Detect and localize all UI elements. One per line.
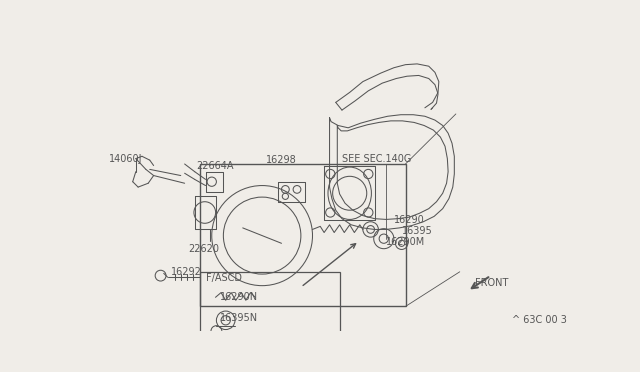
Text: 16292: 16292 [172, 267, 202, 277]
Text: SEE SEC.140G: SEE SEC.140G [342, 154, 412, 164]
Text: 16290M: 16290M [386, 237, 426, 247]
Text: FRONT: FRONT [476, 278, 509, 288]
Text: 16290N: 16290N [220, 292, 258, 302]
Text: 14060J: 14060J [109, 154, 143, 164]
Text: 22620: 22620 [189, 244, 220, 254]
Text: 16298: 16298 [266, 155, 297, 165]
Text: 16395N: 16395N [220, 313, 258, 323]
Text: 16290: 16290 [394, 215, 424, 225]
Text: F/ASCD: F/ASCD [205, 273, 241, 283]
Bar [200, 272, 340, 349]
Text: ^ 63C 00 3: ^ 63C 00 3 [513, 315, 567, 325]
Text: 22664A: 22664A [196, 161, 234, 171]
Text: 16395: 16395 [402, 226, 433, 236]
Bar [200, 164, 406, 307]
